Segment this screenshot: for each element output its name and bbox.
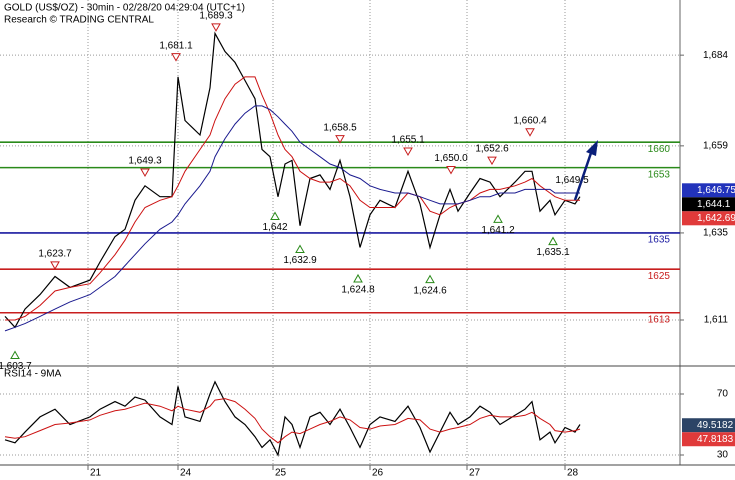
high-label: 1,623.7: [38, 249, 72, 260]
high-label: 1,681.1: [159, 40, 193, 51]
high-label: 1,652.6: [475, 144, 509, 155]
high-marker: [211, 23, 221, 32]
high-marker: [50, 261, 60, 270]
x-tick-label: 24: [180, 468, 192, 479]
series-line: [4, 31, 581, 329]
low-label: 1,641.2: [481, 225, 515, 236]
x-tick-label: 28: [567, 468, 579, 479]
x-tick-label: 25: [275, 468, 287, 479]
high-label: 1,649.3: [128, 156, 162, 167]
price-tag: [682, 418, 735, 433]
level-label: 1635: [648, 235, 671, 246]
low-marker: [493, 214, 503, 223]
low-marker: [425, 274, 435, 284]
price-tag-label: 1,644.1: [697, 199, 731, 210]
series-line: [5, 76, 580, 321]
series-line: [4, 380, 581, 457]
level-label: 1653: [648, 169, 671, 180]
high-label: 1,689.3: [199, 11, 233, 22]
price-tag-label: 47.8183: [697, 434, 734, 445]
high-marker: [140, 168, 150, 178]
level-label: 1625: [648, 271, 671, 282]
high-marker: [335, 135, 345, 144]
price-tag: [682, 183, 735, 198]
low-label: 1,624.6: [413, 285, 447, 296]
high-marker: [525, 128, 535, 137]
level-label: 1613: [648, 314, 671, 325]
high-marker: [403, 147, 413, 157]
series-line: [4, 105, 580, 332]
price-tag-label: 1,642.69: [697, 213, 735, 224]
price-tag: [682, 211, 735, 226]
high-label: 1,655.1: [391, 135, 425, 146]
series-line: [4, 398, 581, 444]
chart-title: GOLD (US$/OZ) - 30min - 02/28/20 04:29:0…: [4, 3, 245, 14]
high-label: 1,650.0: [434, 153, 468, 164]
low-marker: [353, 273, 363, 283]
y-tick-label: 30: [717, 450, 729, 461]
high-marker: [171, 53, 181, 62]
y-tick-label: 1,635: [703, 228, 728, 239]
low-marker: [10, 350, 20, 359]
low-label: 1,632.9: [283, 255, 317, 266]
low-label: 1,635.1: [536, 247, 570, 258]
chart-subtitle: Research © TRADING CENTRAL: [4, 15, 154, 26]
low-label: 1,603.7: [0, 361, 32, 372]
high-label: 1,658.5: [323, 122, 357, 133]
low-label: 1,624.8: [341, 285, 375, 296]
high-marker: [487, 156, 497, 166]
y-tick-label: 1,659: [703, 140, 728, 151]
price-tag-label: 49.5182: [697, 420, 734, 431]
indicator-title: RSI14 - 9MA: [4, 369, 62, 380]
forecast-arrowhead: [586, 140, 598, 156]
price-tag-label: 1,646.75: [697, 185, 735, 196]
y-tick-label: 1,611: [704, 315, 729, 326]
price-tag: [682, 197, 735, 212]
low-marker: [270, 211, 280, 221]
high-label: 1,660.4: [513, 115, 547, 126]
y-tick-label: 70: [717, 389, 729, 400]
high-marker: [446, 166, 456, 175]
x-tick-label: 21: [90, 468, 102, 479]
level-label: 1660: [648, 144, 671, 155]
price-label: 1,649.5: [555, 175, 589, 186]
price-tag: [682, 432, 735, 447]
x-tick-label: 26: [372, 468, 384, 479]
low-label: 1,642: [262, 222, 287, 233]
forecast-arrow: [573, 149, 594, 201]
x-tick-label: 27: [469, 468, 481, 479]
low-marker: [295, 244, 305, 254]
y-tick-label: 1,684: [703, 50, 728, 61]
low-marker: [548, 236, 558, 246]
